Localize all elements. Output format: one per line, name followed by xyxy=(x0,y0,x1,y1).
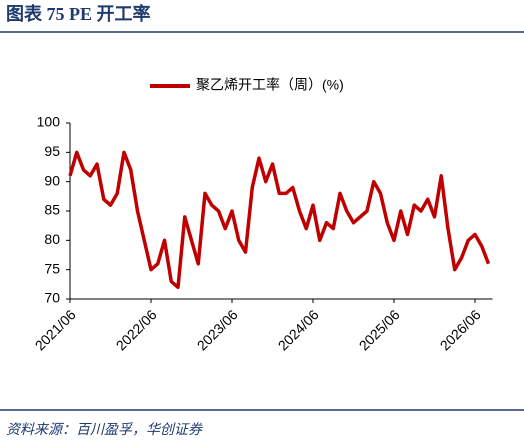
header-title: 图表 75 PE 开工率 xyxy=(6,3,151,24)
legend-label: 聚乙烯开工率（周）(%) xyxy=(196,77,344,93)
line xyxy=(68,150,491,290)
y-tick-label: 85 xyxy=(44,202,60,218)
source: 资料来源：百川盈孚，华创证券 xyxy=(6,422,203,438)
y-tick-label: 75 xyxy=(44,260,60,276)
y-tick-label: 95 xyxy=(44,143,60,159)
x-tick-label: 2022/06 xyxy=(113,306,160,353)
x-tick-label: 2023/06 xyxy=(194,306,241,353)
x-tick-label: 2024/06 xyxy=(275,306,322,353)
y-tick-label: 90 xyxy=(44,172,60,188)
y-tick-label: 100 xyxy=(37,114,61,130)
y-tick-label: 70 xyxy=(44,290,60,306)
y-tick-label: 80 xyxy=(44,231,60,247)
x-tick-label: 2026/06 xyxy=(437,306,484,353)
x-tick-label: 2021/06 xyxy=(32,306,79,353)
x-tick-label: 2025/06 xyxy=(356,306,403,353)
